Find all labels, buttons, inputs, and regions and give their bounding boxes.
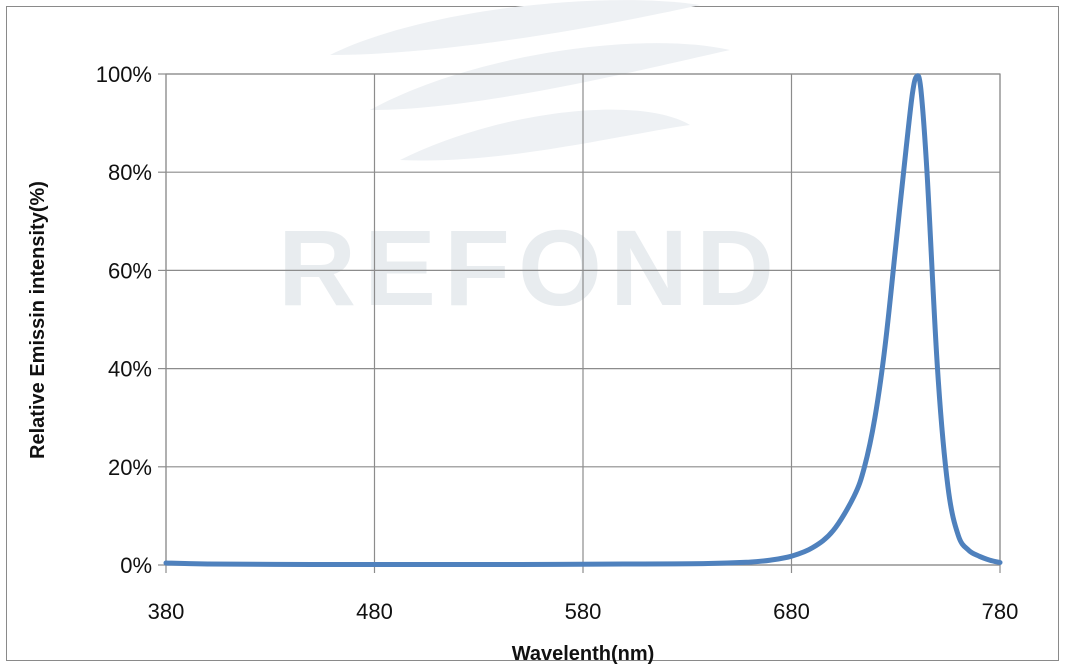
- y-axis-title: Relative Emissin intensity(%): [27, 181, 49, 459]
- y-tick-label: 60%: [108, 258, 152, 283]
- y-tick-label: 80%: [108, 160, 152, 185]
- chart-frame: [6, 6, 1059, 661]
- y-tick-label: 100%: [96, 62, 152, 87]
- y-tick-label: 0%: [120, 553, 152, 578]
- watermark-text: REFOND: [278, 207, 782, 328]
- x-tick-label: 480: [356, 599, 393, 624]
- x-axis-title: Wavelenth(nm): [512, 643, 655, 665]
- y-tick-label: 40%: [108, 357, 152, 382]
- x-tick-label: 380: [148, 599, 185, 624]
- watermark-logo: REFOND: [278, 0, 782, 328]
- x-tick-label: 680: [773, 599, 810, 624]
- x-tick-label: 580: [565, 599, 602, 624]
- x-tick-label: 780: [982, 599, 1019, 624]
- y-tick-label: 20%: [108, 455, 152, 480]
- chart-tick-labels: 0% 20% 40% 60% 80% 100% 380 480 580 680 780: [96, 62, 1019, 624]
- series-line: [163, 73, 1003, 568]
